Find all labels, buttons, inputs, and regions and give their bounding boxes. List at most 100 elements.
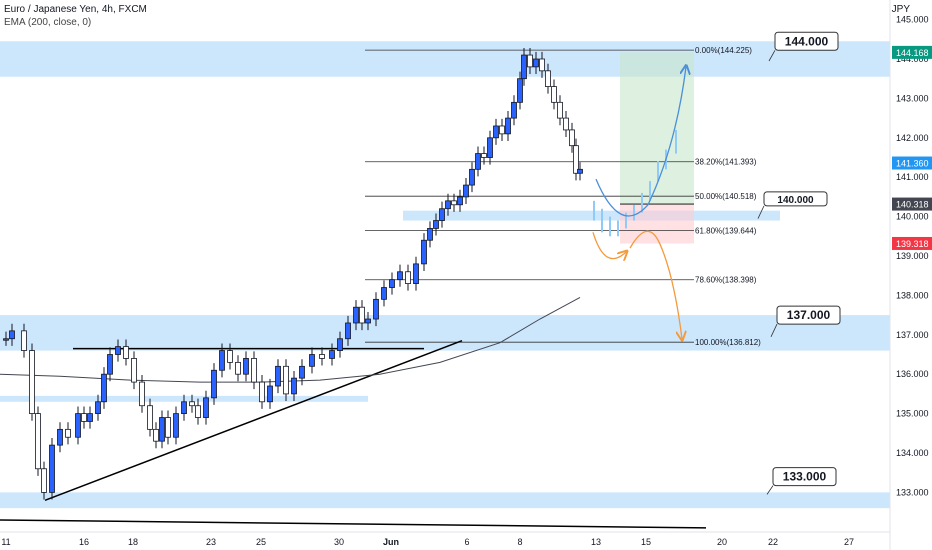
- price-tick-label: 143.000: [896, 93, 929, 103]
- candle-body: [65, 428, 71, 438]
- candle-body: [275, 365, 281, 387]
- candle-body: [337, 338, 343, 351]
- candle-body: [95, 401, 101, 414]
- candle-body: [469, 168, 475, 186]
- candle-body: [545, 70, 551, 87]
- candle-body: [563, 117, 569, 131]
- candle-body: [219, 350, 225, 371]
- callout-pointer: [770, 323, 778, 337]
- candle-body: [235, 361, 241, 375]
- candle-body: [353, 306, 359, 324]
- time-tick-label: 27: [844, 537, 854, 547]
- candle-body: [319, 354, 325, 359]
- candle-body: [211, 369, 217, 399]
- candle-body: [573, 145, 579, 174]
- candle-body: [463, 184, 469, 198]
- candle-body: [291, 377, 297, 395]
- bullish-projection-arrow: [595, 67, 686, 217]
- price-label-bg: [892, 236, 932, 250]
- callout-pointer: [757, 205, 765, 219]
- time-tick-label: 13: [591, 537, 601, 547]
- price-label-stop: 139.318: [896, 239, 929, 249]
- candle-body: [309, 354, 315, 367]
- price-tick-label: 141.000: [896, 172, 929, 182]
- sr-zone: [0, 492, 890, 509]
- callout-pointer: [766, 485, 774, 495]
- candle-body: [577, 168, 583, 174]
- candle-body: [445, 200, 451, 210]
- candle-body: [131, 358, 137, 383]
- candle-body: [251, 358, 257, 383]
- fib-label: 100.00%(136.812): [695, 338, 761, 347]
- candle-body: [421, 239, 427, 265]
- candle-body: [49, 444, 55, 493]
- candle-body: [413, 263, 419, 284]
- candle-body: [405, 271, 411, 284]
- candle-body: [283, 365, 289, 395]
- candle-body: [359, 306, 365, 324]
- zone-callout-box: [774, 31, 839, 51]
- candle-body: [139, 381, 145, 407]
- candle-body: [329, 350, 335, 359]
- time-tick-label: 20: [717, 537, 727, 547]
- time-tick-label: 16: [79, 537, 89, 547]
- time-tick-label: 23: [206, 537, 216, 547]
- price-label-bg: [892, 45, 932, 59]
- candle-body: [457, 196, 463, 206]
- time-tick-label: 6: [464, 537, 469, 547]
- candle-body: [159, 417, 165, 442]
- time-tick-label: 22: [768, 537, 778, 547]
- currency-label: JPY: [891, 4, 910, 15]
- candle-body: [57, 428, 63, 446]
- candle-body: [381, 287, 387, 300]
- ascending-trendline: [44, 340, 463, 501]
- zone-callout-label: 140.000: [777, 195, 814, 206]
- zone-callout-box: [772, 467, 837, 487]
- fib-label: 38.20%(141.393): [695, 158, 757, 167]
- zone-callout-box: [776, 305, 841, 325]
- price-label-bg: [892, 197, 932, 211]
- candle-body: [433, 220, 439, 229]
- candle-body: [147, 405, 153, 430]
- candle-body: [203, 397, 209, 418]
- candle-body: [123, 346, 129, 359]
- price-tick-label: 136.000: [896, 369, 929, 379]
- candle-body: [75, 413, 81, 438]
- candle-body: [517, 78, 523, 103]
- candle-body: [165, 417, 171, 438]
- price-tick-label: 138.000: [896, 290, 929, 300]
- candle-body: [551, 86, 557, 103]
- candle-body: [427, 228, 433, 241]
- candle-body: [533, 58, 539, 68]
- fib-label: 0.00%(144.225): [695, 46, 752, 55]
- time-tick-label: 30: [334, 537, 344, 547]
- sr-zone: [403, 210, 780, 221]
- time-tick-label: 18: [128, 537, 138, 547]
- price-tick-label: 134.000: [896, 448, 929, 458]
- fib-label: 78.60%(138.398): [695, 276, 757, 285]
- zone-callout-label: 133.000: [783, 470, 827, 484]
- candle-body: [115, 346, 121, 355]
- candle-body: [173, 413, 179, 438]
- candle-body: [29, 350, 35, 414]
- price-label-last: 141.360: [896, 159, 929, 169]
- price-tick-label: 135.000: [896, 409, 929, 419]
- price-label-bg: [892, 156, 932, 170]
- price-tick-label: 142.000: [896, 133, 929, 143]
- candle-body: [397, 271, 403, 281]
- time-tick-label: 8: [517, 537, 522, 547]
- zone-callout-label: 144.000: [785, 34, 829, 48]
- bearish-projection-arrow: [629, 230, 682, 338]
- candle-body: [481, 153, 487, 158]
- candle-body: [153, 428, 159, 442]
- candle-body: [539, 58, 545, 72]
- candle-body: [41, 468, 47, 493]
- orange-retest-arrow: [592, 232, 626, 258]
- zone-callout-box: [763, 191, 828, 207]
- candle-body: [267, 385, 273, 403]
- indicator-legend[interactable]: EMA (200, close, 0): [4, 17, 92, 28]
- candle-body: [451, 200, 457, 206]
- candle-body: [557, 101, 563, 119]
- candle-body: [505, 117, 511, 135]
